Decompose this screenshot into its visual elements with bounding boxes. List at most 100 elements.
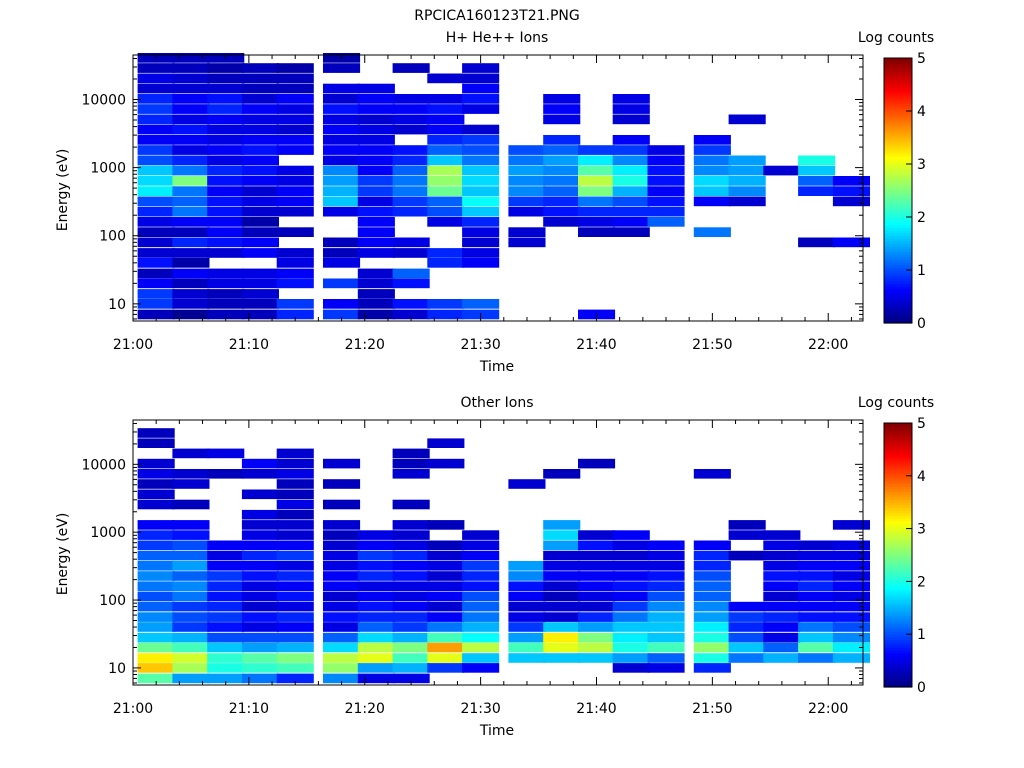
heatmap-cell [323,612,361,622]
heatmap-cell [207,550,245,561]
heatmap-cell [276,612,314,622]
heatmap-cell [137,479,175,489]
colorbar-segment [884,444,912,448]
colorbar-segment [884,454,912,458]
heatmap-cell [137,176,175,186]
heatmap-cell [612,135,650,145]
heatmap-cell [357,601,395,612]
heatmap-cell [728,632,766,643]
colorbar-segment [884,489,912,493]
heatmap-cell [357,540,395,551]
heatmap-cell [647,561,685,571]
heatmap-cell [832,237,870,248]
heatmap-cell [323,94,361,104]
heatmap-cell [172,114,210,125]
heatmap-cell [137,520,175,530]
heatmap-cell [172,550,210,561]
panel-other-ions: Other Ions Log counts Time Energy (eV) 2… [55,395,934,739]
heatmap-cell [357,217,395,227]
heatmap-cell [543,601,581,612]
heatmap-cell [357,581,395,591]
heatmap-cell [323,83,361,94]
heatmap-cell [798,612,836,622]
heatmap-cell [241,186,279,196]
heatmap-cell [137,499,175,510]
colorbar-segment [884,246,912,250]
colorbar-segment [884,145,912,149]
colorbar-segment [884,518,912,522]
colorbar-segment [884,81,912,86]
heatmap-cell [241,94,279,104]
heatmap-cell [357,196,395,207]
colorbar-segment [884,60,912,64]
heatmap-cell [137,612,175,622]
colorbar-segment [884,156,912,160]
colorbar-segment [884,576,912,580]
heatmap-cell [763,591,801,602]
heatmap-cell [832,176,870,186]
colorbar-segment [884,291,912,295]
colorbar-segment [884,209,912,213]
heatmap-cell [172,530,210,540]
heatmap-cell [392,176,430,186]
heatmap-cell [832,581,870,591]
heatmap-cell [647,217,685,227]
heatmap-cell [543,632,581,643]
heatmap-cell [693,176,731,186]
x-tick-label: 21:40 [576,701,616,717]
heatmap-cell [728,520,766,530]
colorbar-segment [884,679,912,683]
heatmap-cell [543,581,581,591]
heatmap-cell [728,114,766,125]
heatmap-cell [137,653,175,663]
heatmap-cell [728,530,766,540]
colorbar-segment [884,73,912,78]
heatmap-cell [427,642,465,653]
heatmap-cell [763,165,801,176]
heatmap-cell [543,653,581,663]
y-tick-label: 100 [99,229,126,245]
heatmap-cell [357,561,395,571]
heatmap-cell [763,561,801,571]
heatmap-cell [357,237,395,248]
heatmap-cell [427,206,465,217]
heatmap-cell [427,176,465,186]
colorbar-segment [884,441,912,445]
heatmap-cell [578,155,616,166]
heatmap-cell [763,622,801,632]
colorbar-segment [884,481,912,485]
heatmap-cell [543,520,581,530]
heatmap-cell [508,227,546,237]
heatmap-cell [276,469,314,479]
heatmap-cell [693,186,731,196]
heatmap-cell [462,94,500,104]
heatmap-cell [427,520,465,530]
heatmap-cell [241,135,279,145]
colorbar-tick-label: 4 [917,104,926,120]
colorbar-segment [884,307,912,311]
heatmap-cell [508,165,546,176]
colorbar-segment [884,71,912,75]
x-tick-label: 21:20 [345,337,385,353]
heatmap-cell [323,63,361,73]
y-tick-label: 1000 [90,161,126,177]
heatmap-cell [427,94,465,104]
heatmap-cell [137,571,175,581]
heatmap-cell [578,571,616,581]
heatmap-cell [647,591,685,602]
heatmap-cell [462,186,500,196]
heatmap-cell [276,591,314,602]
colorbar-segment [884,528,912,532]
heatmap-cell [612,530,650,540]
heatmap-cell [323,248,361,258]
heatmap-cell [137,258,175,268]
heatmap-cell [728,653,766,663]
colorbar-frame [883,422,913,688]
y-axis-label: Energy (eV) [55,149,71,232]
heatmap-cell [462,550,500,561]
colorbar-segment [884,267,912,271]
colorbar-segment [884,626,912,630]
heatmap-cell [832,571,870,581]
heatmap-cell [798,642,836,653]
heatmap-cell [323,601,361,612]
